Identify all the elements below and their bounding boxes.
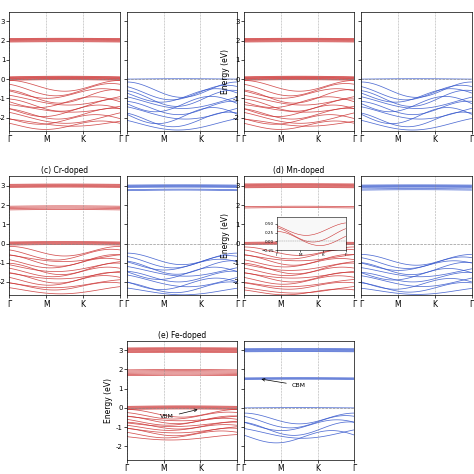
- Y-axis label: Energy (eV): Energy (eV): [221, 213, 230, 258]
- Y-axis label: Energy (eV): Energy (eV): [221, 49, 230, 94]
- Title: (c) Cr-doped: (c) Cr-doped: [41, 166, 88, 175]
- Title: (d) Mn-doped: (d) Mn-doped: [273, 166, 325, 175]
- Text: CBM: CBM: [262, 378, 306, 388]
- Title: (e) Fe-doped: (e) Fe-doped: [158, 331, 206, 340]
- Y-axis label: Energy (eV): Energy (eV): [104, 378, 113, 423]
- Text: VBM: VBM: [160, 409, 197, 419]
